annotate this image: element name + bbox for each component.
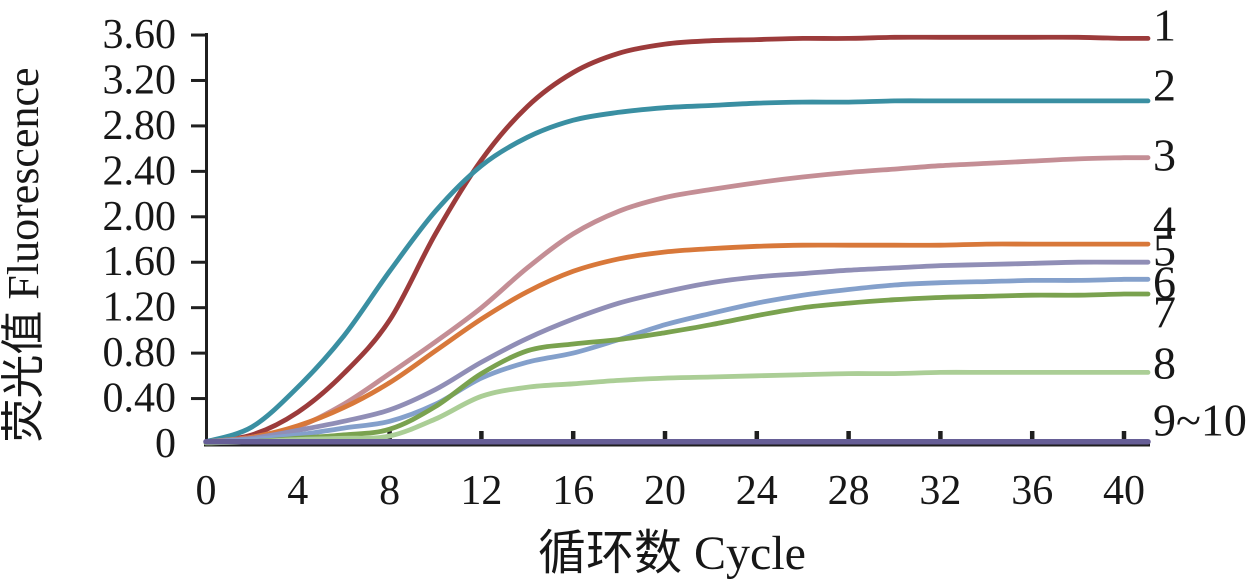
- series-line-5: [203, 259, 1151, 445]
- x-tick-label-28: 28: [828, 468, 870, 514]
- series-label-3: 3: [1153, 130, 1176, 181]
- y-tick-label-1.20: 1.20: [103, 285, 177, 331]
- y-tick-label-2.40: 2.40: [103, 148, 177, 194]
- y-axis-title: 荧光值 Fluorescence: [0, 67, 48, 442]
- x-tick-label-36: 36: [1011, 468, 1053, 514]
- x-tick-label-20: 20: [644, 468, 686, 514]
- series-label-7: 7: [1153, 287, 1176, 338]
- x-tick-label-4: 4: [287, 468, 308, 514]
- y-tick-label-3.60: 3.60: [103, 12, 177, 58]
- y-tick-label-0: 0: [155, 421, 176, 467]
- y-tick-label-2.80: 2.80: [103, 103, 177, 149]
- series-line-8: [203, 369, 1151, 446]
- y-tick-label-0.80: 0.80: [103, 330, 177, 376]
- series-label-8: 8: [1153, 338, 1176, 389]
- axes-layer: [204, 33, 1150, 447]
- series-line-1: [203, 34, 1151, 445]
- tick-layer: 00.400.801.201.602.002.402.803.203.600 4 8…: [103, 12, 1146, 514]
- x-tick-label-8: 8: [379, 468, 400, 514]
- y-tick-label-2.00: 2.00: [103, 194, 177, 240]
- x-tick-label-24: 24: [736, 468, 778, 514]
- series-label-1: 1: [1153, 0, 1176, 51]
- series-line-7: [203, 291, 1151, 446]
- x-tick-label-40: 40: [1103, 468, 1145, 514]
- series-line-3: [203, 155, 1151, 445]
- x-tick-label-32: 32: [919, 468, 961, 514]
- y-tick-label-3.20: 3.20: [103, 57, 177, 103]
- series-label-9~10: 9~10: [1153, 395, 1247, 446]
- series-label-4: 4: [1153, 197, 1176, 248]
- series-label-5: 5: [1153, 225, 1176, 276]
- x-tick-label-0: 0: [196, 468, 217, 514]
- curve-layer: [203, 34, 1151, 446]
- x-axis-title: 循环数 Cycle: [538, 527, 806, 580]
- series-line-2: [203, 98, 1151, 445]
- x-tick-label-16: 16: [552, 468, 594, 514]
- x-tick-label-12: 12: [460, 468, 502, 514]
- y-tick-label-1.60: 1.60: [103, 239, 177, 285]
- series-label-2: 2: [1153, 60, 1176, 111]
- series-label-6: 6: [1153, 257, 1176, 308]
- series-line-6: [203, 276, 1151, 445]
- series-line-4: [203, 241, 1151, 445]
- y-tick-label-0.40: 0.40: [103, 376, 177, 422]
